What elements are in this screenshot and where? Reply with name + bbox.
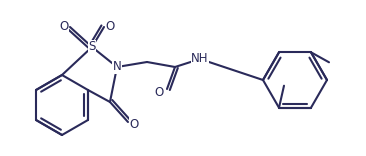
Text: O: O [154, 86, 164, 100]
Text: N: N [113, 61, 122, 73]
Text: O: O [59, 20, 69, 34]
Text: O: O [105, 20, 115, 34]
Text: O: O [129, 117, 139, 131]
Text: NH: NH [191, 53, 209, 66]
Text: S: S [88, 41, 96, 54]
